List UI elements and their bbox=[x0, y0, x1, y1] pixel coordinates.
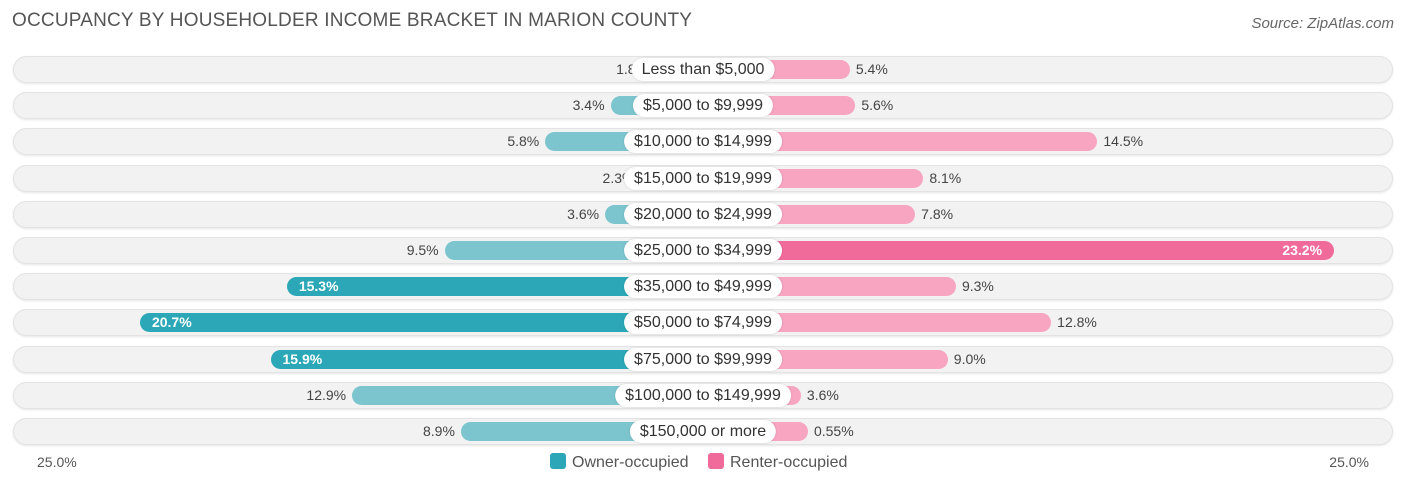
owner-value-label: 12.9% bbox=[306, 386, 347, 403]
legend-renter-swatch bbox=[708, 453, 724, 469]
legend-renter-label: Renter-occupied bbox=[730, 454, 848, 471]
category-label: $100,000 to $149,999 bbox=[615, 383, 791, 407]
renter-value-label: 7.8% bbox=[921, 205, 954, 222]
category-label: $150,000 or more bbox=[629, 420, 777, 443]
category-label: $35,000 to $49,999 bbox=[624, 275, 782, 299]
owner-value-label: 15.9% bbox=[282, 350, 323, 367]
renter-value-label: 14.5% bbox=[1103, 133, 1144, 150]
renter-bar[interactable] bbox=[703, 241, 1335, 260]
owner-value-label: 15.3% bbox=[298, 278, 339, 295]
category-label: Less than $5,000 bbox=[631, 58, 775, 81]
owner-value-label: 5.8% bbox=[507, 133, 540, 150]
owner-value-label: 20.7% bbox=[151, 314, 192, 331]
legend-owner-label: Owner-occupied bbox=[572, 454, 689, 471]
owner-value-label: 3.6% bbox=[567, 205, 600, 222]
renter-value-label: 23.2% bbox=[1282, 242, 1323, 258]
category-label: $20,000 to $24,999 bbox=[624, 202, 782, 226]
owner-value-label: 3.4% bbox=[572, 97, 605, 114]
owner-value-label: 8.9% bbox=[423, 423, 455, 439]
renter-value-label: 9.0% bbox=[953, 350, 986, 367]
source-label: Source: ZipAtlas.com bbox=[1251, 15, 1394, 32]
renter-value-label: 8.1% bbox=[929, 169, 962, 186]
renter-bar[interactable] bbox=[703, 132, 1098, 152]
category-label: $5,000 to $9,999 bbox=[632, 94, 774, 118]
renter-value-label: 12.8% bbox=[1057, 314, 1097, 331]
category-label: $15,000 to $19,999 bbox=[624, 166, 782, 190]
legend-renter[interactable]: Renter-occupied bbox=[708, 453, 847, 472]
owner-bar[interactable] bbox=[270, 349, 703, 369]
renter-value-label: 5.6% bbox=[861, 97, 894, 114]
renter-value-label: 3.6% bbox=[806, 386, 839, 403]
category-label: $50,000 to $74,999 bbox=[624, 311, 782, 335]
category-label: $25,000 to $34,999 bbox=[624, 239, 782, 262]
axis-left-label: 25.0% bbox=[37, 454, 77, 470]
owner-bar[interactable] bbox=[286, 277, 703, 297]
chart-title: OCCUPANCY BY HOUSEHOLDER INCOME BRACKET … bbox=[12, 10, 693, 31]
axis-right-label: 25.0% bbox=[1329, 454, 1369, 470]
renter-bar[interactable] bbox=[703, 313, 1052, 333]
legend-owner[interactable]: Owner-occupied bbox=[550, 453, 689, 472]
category-label: $10,000 to $14,999 bbox=[624, 130, 782, 154]
legend-owner-swatch bbox=[550, 453, 566, 469]
renter-value-label: 5.4% bbox=[855, 61, 888, 77]
renter-value-label: 0.55% bbox=[813, 423, 854, 439]
owner-value-label: 9.5% bbox=[406, 242, 439, 258]
category-label: $75,000 to $99,999 bbox=[624, 347, 782, 371]
owner-bar[interactable] bbox=[139, 313, 703, 333]
renter-value-label: 9.3% bbox=[961, 278, 994, 295]
